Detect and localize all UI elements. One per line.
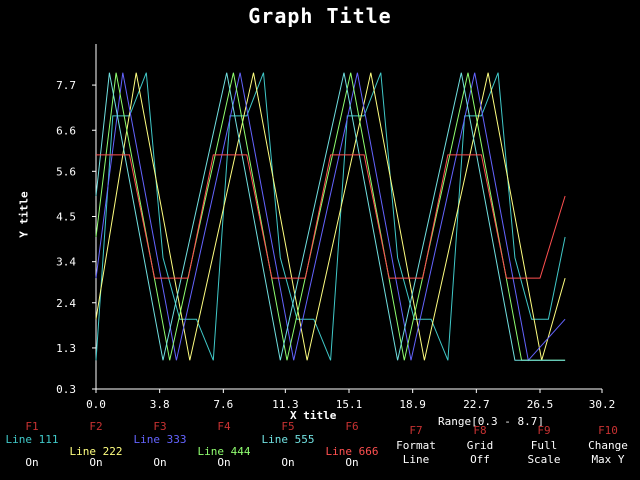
series-group [95,72,566,362]
y-axis-title: Y title [17,191,31,238]
series-line-5 [95,72,566,361]
x-tick-label: 15.1 [336,398,363,411]
series-line-4 [95,72,566,361]
x-tick-label: 26.5 [527,398,554,411]
x-tick-label: 11.3 [272,398,299,411]
x-tick-label: 0.0 [86,398,106,411]
tick-labels: 0.0 3.8 7.6 11.3 15.1 18.9 22.7 26.5 30.2 0.3 1.3 2… [56,79,615,411]
series-line-6 [96,154,566,279]
chart-title: Graph Title [248,4,392,28]
y-tick-label: 5.6 [56,165,76,178]
y-tick-label: 3.4 [56,256,76,269]
y-tick-label: 0.3 [56,383,76,396]
y-tick-label: 4.5 [56,211,76,224]
x-tick-label: 7.6 [213,398,233,411]
y-tick-label: 7.7 [56,79,76,92]
y-tick-label: 2.4 [56,297,76,310]
series-line-2 [95,72,566,361]
series-line-1 [95,72,566,361]
x-tick-label: 3.8 [150,398,170,411]
y-tick-label: 1.3 [56,342,76,355]
x-tick-label: 22.7 [463,398,490,411]
x-tick-label: 18.9 [399,398,426,411]
axes [92,44,603,393]
x-tick-label: 30.2 [589,398,616,411]
range-status: Range[0.3 - 8.7] [438,415,544,428]
x-axis-title: X title [290,409,337,422]
y-tick-label: 6.6 [56,124,76,137]
series-line-3 [95,72,566,362]
